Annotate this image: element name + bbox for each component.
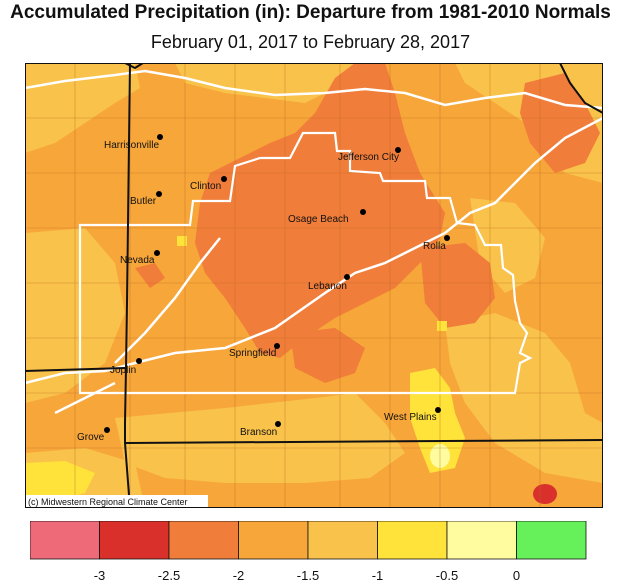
region-yellow-southwest — [25, 461, 95, 503]
map-subtitle: February 01, 2017 to February 28, 2017 — [150, 32, 471, 52]
city-dot-jeffersoncity — [395, 147, 401, 153]
legend-swatch — [516, 521, 587, 560]
legend-swatch — [377, 521, 448, 560]
map-title: Accumulated Precipitation (in): Departur… — [10, 2, 611, 23]
city-label-joplin: Joplin — [110, 365, 136, 376]
city-dot-lebanon — [344, 274, 350, 280]
credit-box — [25, 495, 208, 508]
region-light-northwest — [25, 63, 140, 153]
city-dot-clinton — [221, 176, 227, 182]
city-label-grove: Grove — [77, 432, 105, 443]
city-label-springfield: Springfield — [229, 348, 276, 359]
credit-text: (c) Midwestern Regional Climate Center — [28, 497, 188, 507]
city-label-westplains: West Plains — [384, 412, 437, 423]
city-dot-nevada — [154, 250, 160, 256]
highways — [25, 69, 603, 415]
map-frame — [25, 63, 603, 508]
legend-tick-label: 0 — [512, 568, 521, 583]
legend — [30, 521, 587, 560]
city-dot-westplains — [435, 407, 441, 413]
city-label-osagebeach: Osage Beach — [288, 214, 349, 225]
city-label-clinton: Clinton — [190, 181, 221, 192]
region-boundary — [78, 131, 533, 395]
city-dot-butler — [156, 191, 162, 197]
legend-swatch — [30, 521, 100, 560]
legend-tick-label: -0.5 — [435, 568, 459, 583]
region-light-south — [115, 393, 405, 483]
city-label-nevada: Nevada — [120, 255, 155, 266]
legend-tick-label: -1.5 — [296, 568, 320, 583]
city-label-harrisonville: Harrisonville — [104, 140, 159, 151]
legend-tick-label: -3 — [93, 568, 106, 583]
city-label-lebanon: Lebanon — [308, 281, 347, 292]
region-yellow-westplains — [410, 368, 465, 473]
city-dot-springfield — [274, 343, 280, 349]
city-markers — [104, 134, 450, 433]
state-borders — [25, 63, 603, 508]
region-dark-east — [420, 243, 495, 328]
legend-tick-label: -2.5 — [157, 568, 181, 583]
legend-swatch — [238, 521, 309, 560]
city-label-jeffersoncity: Jefferson City — [338, 152, 399, 163]
region-yellow-spot2 — [437, 321, 447, 331]
city-dot-joplin — [136, 358, 142, 364]
region-yellow-spot — [177, 236, 187, 246]
legend-tick-label: -2 — [232, 568, 245, 583]
legend-swatch — [307, 521, 378, 560]
city-dot-osagebeach — [360, 209, 366, 215]
city-dot-harrisonville — [157, 134, 163, 140]
legend-swatch — [446, 521, 517, 560]
legend-tick-label: -1 — [371, 568, 384, 583]
region-dark-spot — [135, 263, 165, 288]
county-lines — [25, 63, 603, 508]
city-label-butler: Butler — [130, 196, 157, 207]
city-dot-rolla — [444, 235, 450, 241]
city-label-branson: Branson — [240, 427, 277, 438]
region-dark-central — [195, 63, 445, 358]
city-label-rolla: Rolla — [423, 241, 446, 252]
region-dark-south — [290, 328, 365, 383]
city-dot-branson — [275, 421, 281, 427]
city-dot-grove — [104, 427, 110, 433]
region-red-spot — [533, 484, 557, 504]
legend-swatch — [168, 521, 239, 560]
legend-swatch — [99, 521, 170, 560]
legend-swatches — [30, 521, 587, 560]
precipitation-map: Harrisonville Clinton Butler Nevada Jeff… — [25, 63, 603, 508]
